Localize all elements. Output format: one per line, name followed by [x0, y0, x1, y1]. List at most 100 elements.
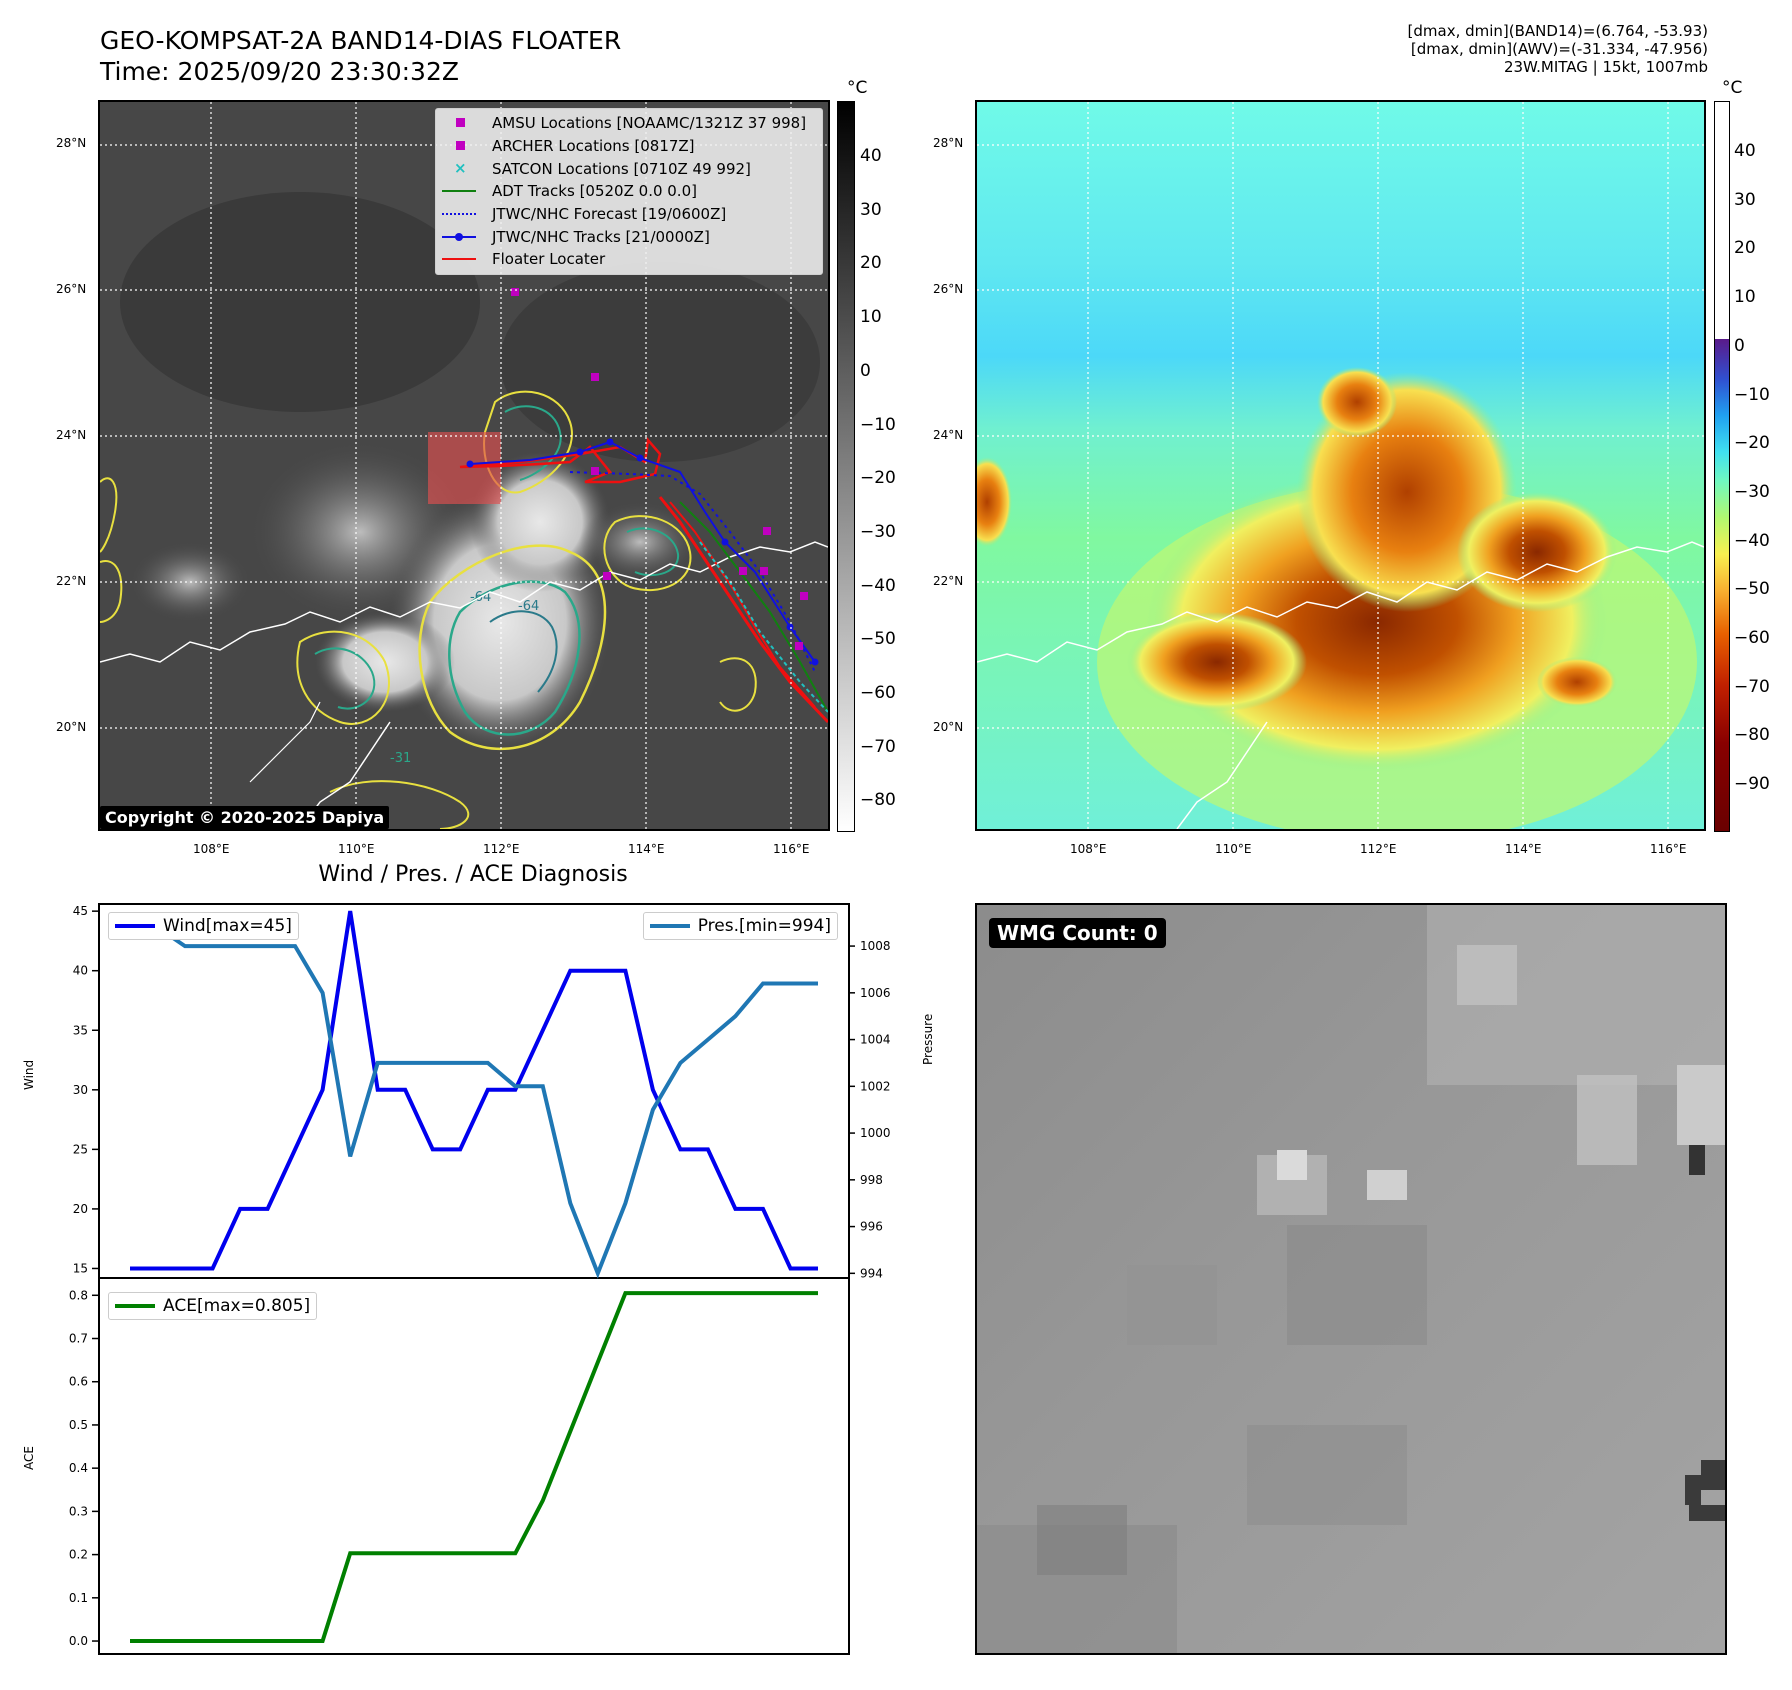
wind-tick-label: 40: [73, 964, 88, 978]
ir-colorbar-tick: −10: [860, 414, 896, 435]
diag-chart-area: 45 40 35 30 25 20 15 1008 1006 1004 1002 1000 998 99…: [69, 903, 891, 1655]
pressure-tick-label: 998: [860, 1173, 883, 1187]
ir-colorbar-unit: °C: [847, 78, 868, 98]
stats-awv: [dmax, dmin](AWV)=(-31.334, -47.956): [1410, 40, 1708, 58]
wv-lat-28: 28°N: [933, 136, 964, 150]
wv-colorbar-tick: −80: [1734, 725, 1770, 746]
wmg-image: [977, 905, 1725, 1653]
wind-axis-label: Wind: [22, 1059, 36, 1090]
wv-gridlines: [977, 102, 1704, 829]
wind-series-line: [130, 910, 818, 1271]
legend-item-amsu: AMSU Locations [NOAAMC/1321Z 37 998]: [436, 112, 822, 135]
ir-map-panel: -64 -64 -31: [98, 100, 830, 831]
ace-tick-label: 0.0: [69, 1634, 88, 1648]
ir-colorbar-tick: 0: [860, 360, 871, 381]
stats-info: [dmax, dmin](BAND14)=(6.764, -53.93) [dm…: [1408, 22, 1708, 76]
wv-lon-114: 114°E: [1505, 842, 1542, 856]
wmg-count-badge: WMG Count: 0: [989, 918, 1166, 948]
legend-label-amsu: AMSU Locations [NOAAMC/1321Z 37 998]: [492, 114, 807, 133]
ir-colorbar-tick: −20: [860, 468, 896, 489]
legend-label-jtwc-forecast: JTWC/NHC Forecast [19/0600Z]: [492, 205, 727, 224]
contour-label-3: -31: [390, 751, 411, 766]
pressure-axis-label: Pressure: [921, 1013, 935, 1065]
diag-chart-svg: 45 40 35 30 25 20 15 1008 1006 1004 1002 1000 998 99…: [69, 903, 891, 1655]
wind-tick-label: 35: [73, 1023, 88, 1037]
legend-label-floater: Floater Locater: [492, 250, 606, 269]
ace-tick-label: 0.1: [69, 1591, 88, 1605]
ir-lon-112: 112°E: [483, 842, 520, 856]
wmg-panel: WMG Count: 0: [975, 903, 1727, 1655]
wv-colorbar-tick: −60: [1734, 628, 1770, 648]
ir-colorbar-tick: 10: [860, 307, 882, 328]
pressure-legend-label: Pres.[min=994]: [697, 916, 831, 936]
ace-legend-swatch: [115, 1304, 155, 1308]
copyright-label: Copyright © 2020-2025 Dapiya: [100, 806, 390, 829]
wind-legend-swatch: [115, 924, 155, 928]
wind-legend: Wind[max=45]: [108, 912, 299, 940]
wv-colorbar-tick: 40: [1734, 141, 1756, 161]
ace-tick-label: 0.8: [69, 1288, 88, 1302]
storm-info: 23W.MITAG | 15kt, 1007mb: [1503, 58, 1708, 76]
pressure-tick-label: 994: [860, 1266, 883, 1280]
ace-tick-label: 0.6: [69, 1375, 88, 1389]
wv-colorbar-tick: −10: [1734, 384, 1770, 405]
wind-ticks: 45 40 35 30 25 20 15: [73, 904, 99, 1275]
wv-lat-22: 22°N: [933, 574, 964, 588]
wv-colorbar-tick: −20: [1734, 433, 1770, 454]
diag-title: Wind / Pres. / ACE Diagnosis: [318, 862, 628, 887]
ir-colorbar-tick: −50: [860, 629, 896, 650]
legend-item-archer: ARCHER Locations [0817Z]: [436, 135, 822, 158]
ir-colorbar-tick: −40: [860, 575, 896, 596]
wv-colorbar-tick: 10: [1734, 287, 1756, 308]
pressure-tick-label: 996: [860, 1220, 883, 1234]
ir-colorbar-tick: 20: [860, 253, 882, 274]
ir-lat-24: 24°N: [56, 428, 87, 442]
pressure-series-line: [130, 925, 818, 1279]
ace-tick-label: 0.7: [69, 1332, 88, 1346]
ir-colorbar-tick: −30: [860, 521, 896, 542]
legend-label-jtwc-tracks: JTWC/NHC Tracks [21/0000Z]: [492, 227, 710, 246]
pressure-tick-label: 1008: [860, 939, 891, 953]
wv-colorbar-tick: 0: [1734, 335, 1745, 356]
wind-tick-label: 20: [73, 1202, 88, 1216]
legend-label-satcon: SATCON Locations [0710Z 49 992]: [492, 159, 751, 178]
ir-colorbar: [837, 101, 855, 832]
ir-lon-116: 116°E: [773, 842, 810, 856]
ace-series-line: [130, 1291, 818, 1643]
ir-lon-110: 110°E: [338, 842, 375, 856]
wv-map-panel: [975, 100, 1706, 831]
ace-legend-label: ACE[max=0.805]: [163, 1296, 311, 1316]
ir-legend: AMSU Locations [NOAAMC/1321Z 37 998] ARC…: [435, 108, 823, 275]
pressure-legend: Pres.[min=994]: [642, 912, 838, 940]
wv-lon-108: 108°E: [1070, 842, 1107, 856]
wv-colorbar-tick: −70: [1734, 676, 1770, 697]
wv-lon-110: 110°E: [1215, 842, 1252, 856]
ir-lat-22: 22°N: [56, 574, 87, 588]
ir-colorbar-tick: 30: [860, 199, 882, 220]
ace-tick-label: 0.2: [69, 1548, 88, 1562]
ace-legend: ACE[max=0.805]: [108, 1292, 318, 1320]
ir-colorbar-tick: 40: [860, 146, 882, 166]
wind-tick-label: 45: [73, 904, 88, 918]
contour-label-2: -64: [518, 599, 539, 614]
legend-label-adt: ADT Tracks [0520Z 0.0 0.0]: [492, 182, 697, 201]
wv-colorbar-unit: °C: [1722, 78, 1743, 98]
wv-lon-112: 112°E: [1360, 842, 1397, 856]
ir-lon-108: 108°E: [193, 842, 230, 856]
wv-colorbar-tick: −90: [1734, 774, 1770, 795]
legend-item-jtwc-tracks: JTWC/NHC Tracks [21/0000Z]: [436, 225, 822, 248]
legend-label-archer: ARCHER Locations [0817Z]: [492, 137, 695, 156]
ir-lat-20: 20°N: [56, 720, 87, 734]
figure-title-line1: GEO-KOMPSAT-2A BAND14-DIAS FLOATER: [100, 26, 622, 55]
wind-legend-label: Wind[max=45]: [163, 916, 292, 936]
ir-lat-28: 28°N: [56, 136, 87, 150]
ace-tick-label: 0.4: [69, 1461, 88, 1475]
legend-item-adt: ADT Tracks [0520Z 0.0 0.0]: [436, 180, 822, 203]
ace-tick-label: 0.3: [69, 1504, 88, 1518]
wv-colorbar-tick: −50: [1734, 579, 1770, 600]
ir-colorbar-tick: −70: [860, 736, 896, 757]
pressure-tick-label: 1002: [860, 1079, 891, 1093]
ace-axis-label: ACE: [22, 1446, 36, 1470]
pressure-tick-label: 1006: [860, 986, 891, 1000]
ace-tick-label: 0.5: [69, 1418, 88, 1432]
